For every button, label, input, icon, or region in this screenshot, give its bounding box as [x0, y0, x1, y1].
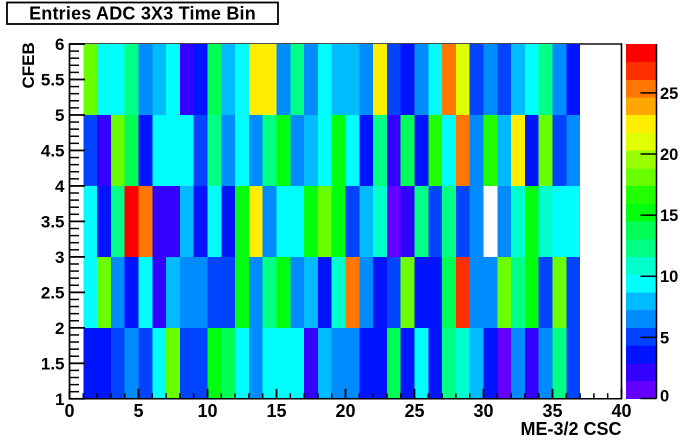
svg-text:Entries ADC 3X3 Time Bin: Entries ADC 3X3 Time Bin	[29, 4, 256, 24]
svg-text:40: 40	[611, 401, 631, 421]
svg-text:15: 15	[660, 207, 678, 225]
svg-text:6: 6	[55, 35, 64, 54]
svg-text:25: 25	[660, 85, 678, 103]
svg-text:CFEB: CFEB	[19, 42, 38, 88]
svg-text:30: 30	[473, 401, 493, 421]
svg-text:5: 5	[660, 329, 669, 347]
svg-text:20: 20	[335, 401, 355, 421]
svg-text:5.5: 5.5	[41, 71, 65, 90]
svg-text:10: 10	[660, 268, 678, 286]
svg-text:3.5: 3.5	[41, 213, 65, 232]
svg-text:35: 35	[542, 401, 562, 421]
svg-text:4: 4	[55, 177, 65, 196]
svg-text:0: 0	[660, 388, 669, 406]
svg-text:1: 1	[55, 390, 64, 409]
svg-text:3: 3	[55, 248, 64, 267]
svg-text:2.5: 2.5	[41, 284, 65, 303]
svg-text:0: 0	[64, 401, 74, 421]
svg-text:5: 5	[133, 401, 143, 421]
svg-text:25: 25	[404, 401, 424, 421]
svg-text:15: 15	[266, 401, 286, 421]
svg-text:5: 5	[55, 106, 64, 125]
svg-text:2: 2	[55, 319, 64, 338]
svg-text:1.5: 1.5	[41, 355, 65, 374]
svg-text:10: 10	[197, 401, 217, 421]
svg-text:ME-3/2 CSC: ME-3/2 CSC	[520, 419, 621, 439]
svg-text:4.5: 4.5	[41, 142, 65, 161]
svg-text:20: 20	[660, 146, 678, 164]
